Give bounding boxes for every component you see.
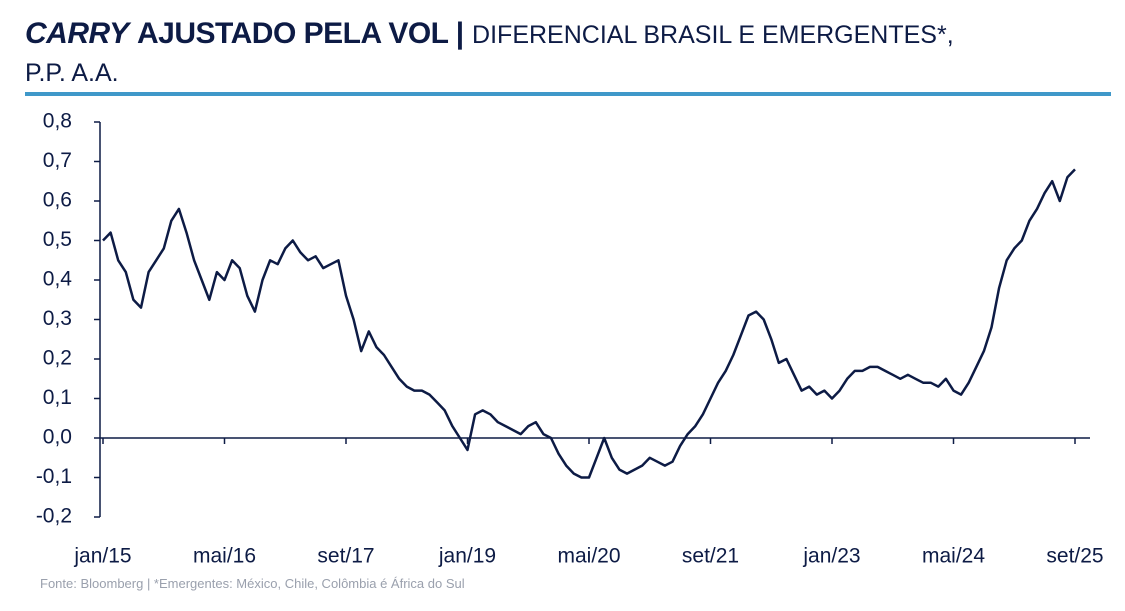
source: Fonte: Bloomberg | *Emergentes: México, … [40, 576, 465, 591]
x-tick-label: jan/23 [802, 545, 860, 568]
title-line2: P.P. A.A. [25, 59, 119, 87]
x-tick-label: mai/16 [193, 545, 256, 568]
x-tick-label: jan/15 [73, 545, 131, 568]
y-tick-label: -0,1 [36, 465, 72, 488]
x-tick-label: set/17 [317, 545, 374, 568]
y-tick-label: 0,2 [43, 347, 72, 370]
y-tick-label: 0,1 [43, 386, 72, 409]
x-tick-label: set/25 [1046, 545, 1103, 568]
y-tick-label: 0,4 [43, 268, 73, 291]
line-series [102, 168, 1076, 479]
y-tick-label: 0,3 [43, 307, 72, 330]
y-tick-label: 0,7 [43, 149, 72, 172]
y-tick-label: 0,5 [43, 228, 72, 251]
title-bold: AJUSTADO PELA VOL | [136, 17, 464, 50]
y-tick-label: -0,2 [36, 505, 72, 528]
title-italic: CARRY [25, 17, 129, 50]
x-tick-label: mai/24 [922, 545, 985, 568]
x-tick-label: mai/20 [557, 545, 620, 568]
y-tick-label: 0,6 [43, 189, 72, 212]
header-rule [25, 92, 1111, 96]
x-tick-label: set/21 [682, 545, 739, 568]
y-tick-label: 0,8 [43, 110, 72, 133]
title-rest: DIFERENCIAL BRASIL E EMERGENTES*, [472, 21, 954, 49]
y-tick-label: 0,0 [43, 426, 72, 449]
title: CARRY AJUSTADO PELA VOL | DIFERENCIAL BR… [25, 14, 954, 55]
x-tick-label: jan/19 [438, 545, 496, 568]
